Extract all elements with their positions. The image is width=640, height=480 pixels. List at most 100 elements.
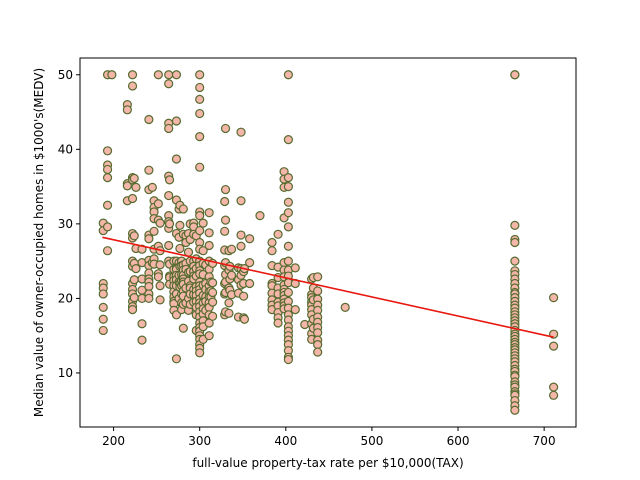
data-point [102, 246, 113, 256]
data-point [107, 70, 117, 80]
data-point [283, 197, 293, 207]
data-point [147, 182, 157, 192]
x-tick-label: 500 [360, 434, 383, 448]
data-point [245, 278, 255, 289]
y-axis-label: Median value of owner-occupied homes in … [32, 68, 46, 417]
data-points [98, 70, 559, 415]
data-point [313, 272, 323, 282]
data-point [171, 70, 182, 80]
data-point [510, 256, 520, 266]
data-point [313, 286, 323, 296]
data-point [129, 293, 139, 303]
data-point [239, 314, 250, 324]
data-point [283, 287, 293, 298]
data-point [283, 173, 293, 183]
data-point [226, 270, 237, 280]
data-point [144, 114, 154, 125]
data-point [98, 289, 108, 299]
data-point [236, 241, 246, 251]
y-tick-label: 30 [58, 217, 73, 231]
data-point [102, 222, 113, 232]
data-point [129, 231, 139, 241]
data-point [224, 308, 234, 318]
data-point [204, 331, 214, 341]
data-point [195, 94, 205, 104]
data-point [153, 272, 163, 282]
data-point [175, 243, 185, 254]
data-point [549, 341, 559, 351]
data-point [313, 347, 323, 357]
data-point [549, 390, 559, 400]
data-point [273, 229, 283, 239]
data-point [98, 302, 108, 312]
data-point [137, 319, 147, 329]
data-point [283, 70, 293, 80]
y-tick-label: 20 [58, 291, 73, 305]
data-point [144, 234, 154, 244]
data-point [144, 281, 154, 292]
data-point [131, 263, 141, 274]
data-point [198, 218, 208, 228]
data-point [195, 132, 205, 142]
data-point [510, 405, 520, 415]
data-point [239, 291, 249, 301]
data-point [283, 241, 293, 251]
data-point [220, 226, 230, 236]
data-point [340, 302, 350, 312]
data-point [164, 175, 175, 185]
data-point [102, 173, 113, 183]
data-point [164, 240, 174, 251]
data-point [245, 258, 255, 268]
data-point [129, 275, 139, 285]
data-point [195, 162, 205, 172]
data-point [178, 204, 188, 214]
data-point [510, 70, 520, 80]
data-point [208, 311, 218, 321]
data-point [226, 244, 237, 254]
data-point [267, 237, 277, 248]
data-point [164, 70, 174, 80]
x-tick-label: 600 [447, 434, 470, 448]
data-point [127, 193, 138, 204]
regression-line-group [102, 236, 554, 338]
data-point [164, 219, 175, 229]
data-point [164, 190, 174, 201]
data-point [549, 293, 559, 303]
data-point [283, 181, 293, 192]
x-tick-label: 700 [533, 434, 556, 448]
x-tick-label: 200 [102, 434, 125, 448]
y-tick-label: 50 [58, 68, 73, 82]
x-axis-ticks: 200 300 400 500 600 700 [102, 427, 556, 448]
data-point [153, 70, 163, 80]
data-point [195, 70, 205, 80]
data-point [195, 225, 205, 236]
data-point [129, 173, 139, 183]
y-tick-label: 40 [58, 142, 73, 156]
x-tick-label: 400 [274, 434, 297, 448]
data-point [122, 105, 132, 115]
data-point [171, 154, 182, 164]
data-point [236, 230, 246, 240]
data-point [204, 228, 214, 238]
data-point [175, 220, 185, 230]
data-point [164, 79, 174, 89]
data-point [290, 263, 300, 273]
data-point [510, 237, 520, 248]
data-point [224, 298, 234, 308]
data-point [178, 323, 188, 333]
data-point [144, 165, 154, 175]
x-axis-label: full-value property-tax rate per $10,000… [192, 456, 463, 470]
data-point [220, 215, 231, 225]
data-point [155, 218, 165, 228]
data-point [245, 234, 255, 244]
data-point [164, 123, 174, 134]
y-axis-ticks: 10 20 30 40 50 [58, 68, 80, 380]
data-point [98, 325, 108, 336]
data-point [102, 200, 113, 210]
data-point [122, 181, 132, 191]
data-point [204, 208, 214, 218]
data-point [155, 281, 165, 291]
data-point [510, 220, 520, 230]
data-point [208, 297, 218, 307]
data-point [283, 222, 293, 232]
